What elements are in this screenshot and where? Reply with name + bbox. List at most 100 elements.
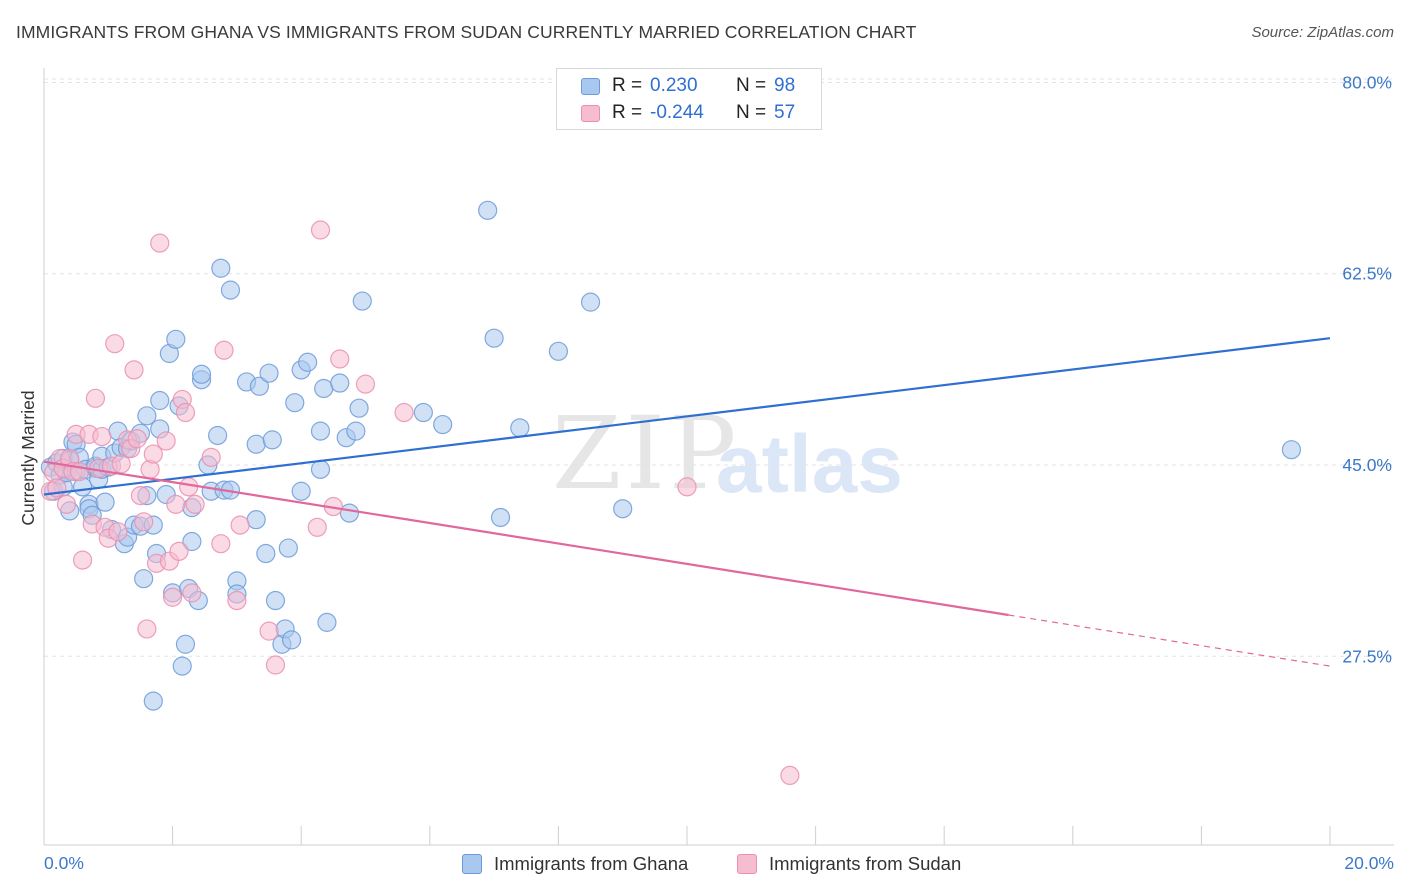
- axes: [43, 68, 1394, 846]
- ghana-point: [478, 200, 498, 220]
- r-value: -0.244: [650, 102, 704, 123]
- sudan-point: [259, 621, 279, 641]
- ghana-point: [166, 329, 186, 349]
- sudan-point: [150, 233, 170, 253]
- ghana-point: [256, 543, 276, 564]
- ghana-point: [191, 364, 212, 384]
- ghana-point: [413, 402, 433, 423]
- ghana-point: [281, 630, 302, 650]
- bottom-legend-ghana[interactable]: Immigrants from Ghana: [462, 852, 688, 876]
- ghana-legend-swatch: [462, 854, 482, 874]
- sudan-point: [137, 619, 157, 639]
- ghana-point: [310, 421, 331, 441]
- sudan-point: [677, 477, 697, 497]
- sudan-point: [310, 220, 331, 240]
- sudan-point: [201, 447, 221, 467]
- ghana-point: [265, 590, 286, 611]
- ghana-point: [150, 390, 170, 411]
- ghana-point: [484, 328, 504, 348]
- ghana-point: [220, 280, 241, 300]
- ghana-point: [95, 492, 115, 512]
- bottom-legend-sudan[interactable]: Immigrants from Sudan: [737, 852, 961, 876]
- ghana-point: [314, 378, 334, 399]
- ghana-point: [246, 434, 266, 454]
- ghana-point: [548, 341, 569, 361]
- ghana-point: [490, 507, 511, 528]
- n-label: N =: [736, 102, 767, 123]
- chart-title: IMMIGRANTS FROM GHANA VS IMMIGRANTS FROM…: [16, 22, 917, 42]
- sudan-point: [211, 534, 231, 554]
- sudan-point: [72, 550, 93, 570]
- ghana-point: [298, 352, 318, 372]
- ghana-point: [580, 292, 601, 312]
- sudan-point: [330, 349, 350, 369]
- ghana-point: [613, 499, 633, 519]
- sudan-point: [130, 486, 151, 506]
- ghana-point: [175, 634, 196, 654]
- ghana-point: [330, 373, 350, 393]
- ghana-point: [259, 363, 279, 383]
- sudan-point: [143, 444, 163, 464]
- r-label: R =: [612, 75, 643, 96]
- sudan-point: [56, 494, 77, 514]
- ghana-point: [291, 481, 311, 501]
- trend-line-ghana: [43, 337, 1331, 496]
- ghana-point: [143, 691, 163, 711]
- correlation-legend: R = 0.230 N = 98 R = -0.244 N = 57: [556, 68, 822, 130]
- ghana-point: [172, 656, 192, 676]
- x-tick-label-max: 20.0%: [1344, 853, 1394, 873]
- sudan-point: [179, 477, 199, 497]
- x-tick-label-min: 0.0%: [44, 853, 84, 873]
- sudan-point: [166, 494, 186, 514]
- ghana-point: [137, 406, 157, 426]
- sudan-point: [169, 541, 189, 561]
- y-tick-label: 62.5%: [1342, 264, 1392, 284]
- legend-row-ghana: R = 0.230 N = 98: [581, 73, 795, 99]
- sudan-point: [85, 388, 106, 408]
- ghana-point: [249, 376, 270, 396]
- y-tick-label: 80.0%: [1342, 72, 1392, 92]
- r-value: 0.230: [650, 75, 698, 96]
- sudan-point: [265, 655, 286, 675]
- sudan-legend-label: Immigrants from Sudan: [769, 853, 962, 874]
- ghana-point: [510, 418, 530, 438]
- ghana-point: [1281, 440, 1302, 460]
- sudan-swatch: [581, 104, 600, 122]
- trend-lines: [43, 337, 1331, 667]
- sudan-point: [111, 454, 131, 474]
- sudan-point: [108, 522, 128, 542]
- data-points: [40, 200, 1302, 786]
- ghana-point: [208, 425, 228, 446]
- y-tick-label: 45.0%: [1342, 455, 1392, 475]
- n-label: N =: [736, 75, 767, 96]
- ghana-swatch: [581, 77, 600, 95]
- sudan-point: [127, 429, 147, 449]
- n-value: 57: [774, 102, 796, 123]
- trend-line-sudan: [43, 460, 1009, 617]
- y-tick-label: 27.5%: [1342, 646, 1392, 666]
- sudan-point: [182, 583, 202, 603]
- r-label: R =: [612, 102, 643, 123]
- ghana-point: [134, 569, 154, 589]
- ghana-point: [278, 538, 298, 558]
- sudan-point: [185, 494, 205, 514]
- legend-row-sudan: R = -0.244 N = 57: [581, 100, 795, 126]
- sudan-point: [355, 374, 376, 394]
- ghana-point: [285, 393, 305, 413]
- ghana-legend-label: Immigrants from Ghana: [494, 853, 689, 874]
- ghana-point: [433, 414, 453, 435]
- ghana-point: [317, 612, 337, 632]
- sudan-point: [227, 590, 247, 611]
- sudan-point: [307, 517, 327, 537]
- sudan-point: [394, 402, 414, 423]
- y-axis-title: Currently Married: [18, 390, 38, 525]
- sudan-point: [134, 512, 154, 532]
- chart-source: Source: ZipAtlas.com: [1251, 24, 1394, 41]
- sudan-point: [214, 340, 234, 360]
- ghana-point: [349, 398, 369, 418]
- ghana-point: [352, 291, 372, 311]
- ghana-point: [339, 503, 360, 523]
- ghana-point: [346, 421, 366, 441]
- sudan-point: [92, 426, 112, 447]
